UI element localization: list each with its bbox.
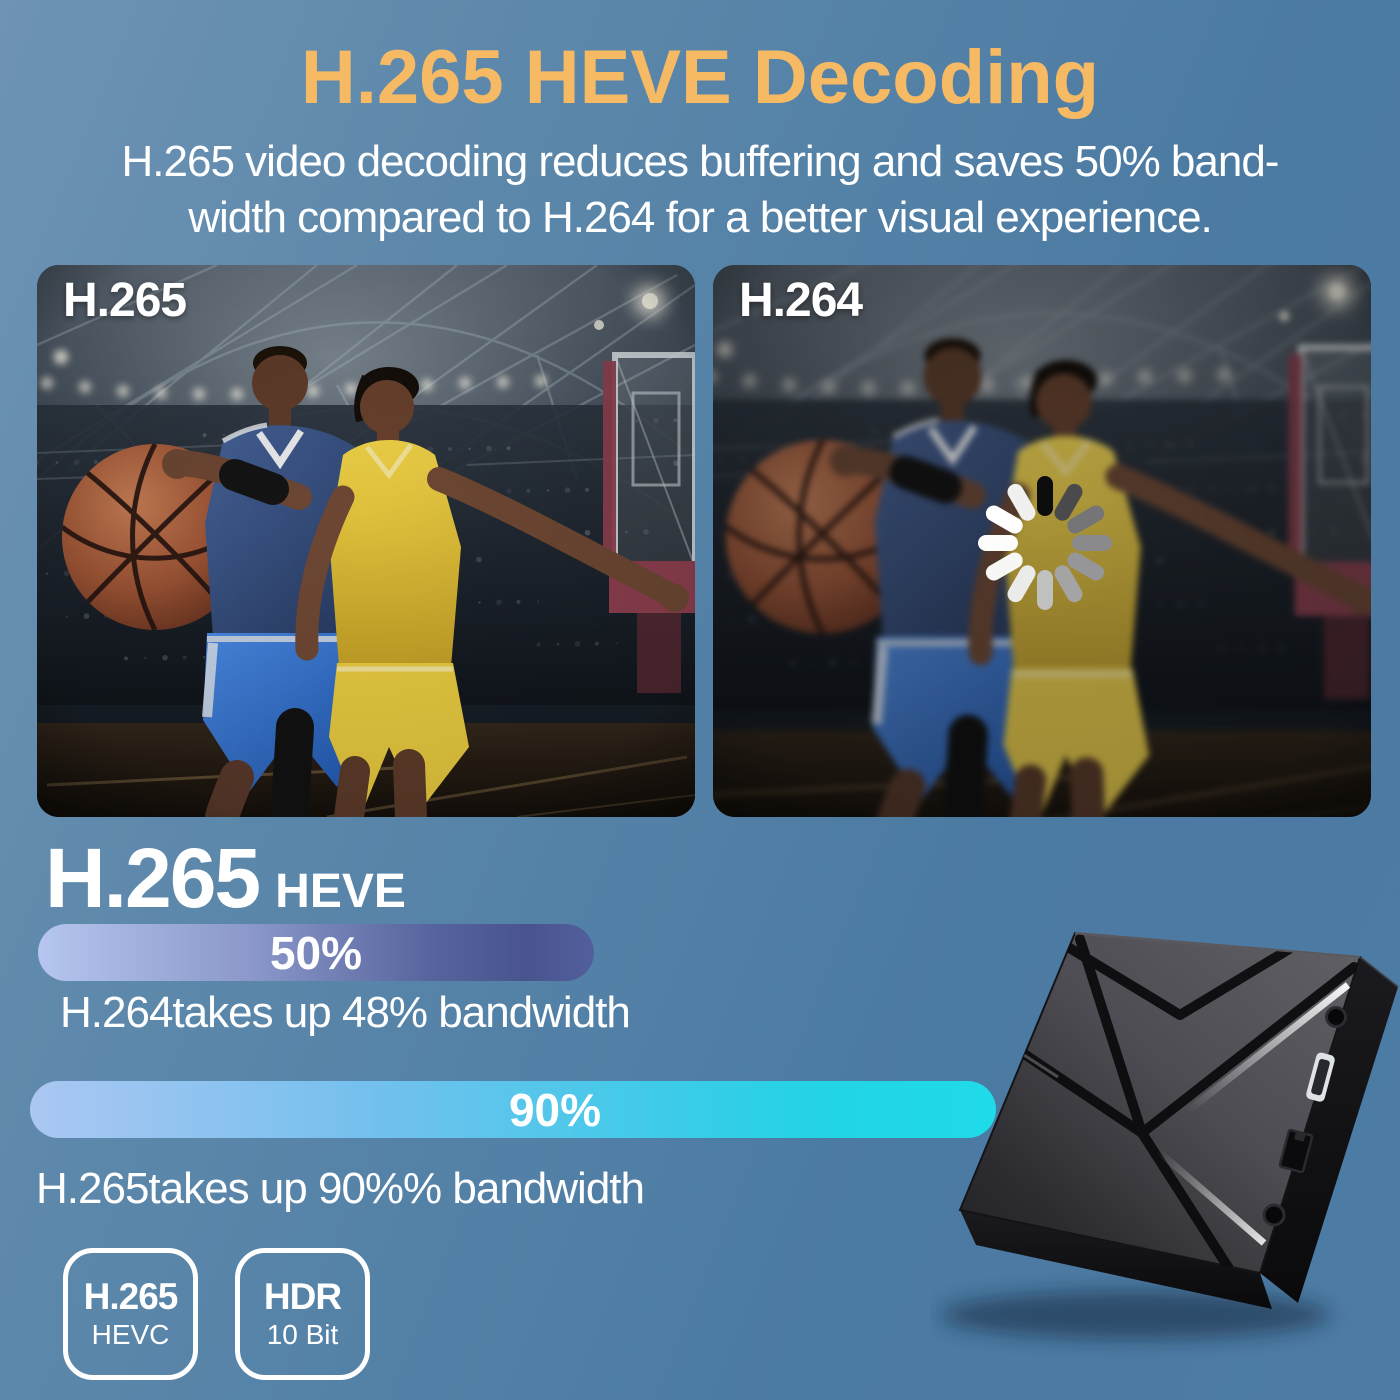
tv-box-product-image: [940, 931, 1399, 1339]
h264-bandwidth-bar-label: 50%: [269, 926, 363, 979]
h265-bandwidth-bar: 90%: [30, 1081, 996, 1138]
spinner-spoke: [978, 535, 1018, 551]
page-subtitle: H.265 video decoding reduces buffering a…: [0, 134, 1400, 246]
h264-bandwidth-bar: 50%: [38, 924, 594, 981]
badge-h265-title: H.265: [83, 1276, 179, 1317]
h264-bandwidth-caption: H.264takes up 48% bandwidth: [60, 988, 631, 1037]
heading-sub: HEVE: [275, 865, 406, 918]
av-jack-port: [1262, 1203, 1286, 1227]
spinner-spoke: [1037, 570, 1053, 610]
badge-hdr-title: HDR: [263, 1276, 342, 1317]
subtitle-line-1: H.265 video decoding reduces buffering a…: [121, 137, 1280, 186]
h265-bandwidth-bar-label: 90%: [508, 1083, 602, 1136]
basketball-scene-image: [37, 265, 695, 817]
subtitle-line-2: width compared to H.264 for a better vis…: [188, 193, 1213, 242]
h265-bandwidth-caption: H.265takes up 90%% bandwidth: [36, 1164, 645, 1213]
badge-h265-subtitle: HEVC: [91, 1319, 170, 1350]
heading-main: H.265: [45, 831, 261, 925]
loading-spinner-icon: [975, 473, 1115, 613]
ethernet-port: [1278, 1128, 1314, 1174]
h264-video-panel: H.264: [713, 265, 1371, 817]
hdmi-port: [1306, 1052, 1335, 1102]
bandwidth-section-heading: H.265 HEVE: [45, 830, 406, 927]
badge-hdr-subtitle: 10 Bit: [266, 1319, 339, 1350]
spinner-spoke: [1037, 476, 1053, 516]
h265-video-panel: H.265: [37, 265, 695, 817]
dc-jack-port: [1325, 1006, 1347, 1028]
spinner-spoke: [1072, 535, 1112, 551]
page-title: H.265 HEVE Decoding: [300, 35, 1100, 120]
h265-hevc-badge: H.265 HEVC: [63, 1248, 198, 1380]
h265-panel-label: H.265: [63, 274, 187, 327]
hdr-10bit-badge: HDR 10 Bit: [235, 1248, 370, 1380]
h264-panel-label: H.264: [739, 274, 863, 327]
